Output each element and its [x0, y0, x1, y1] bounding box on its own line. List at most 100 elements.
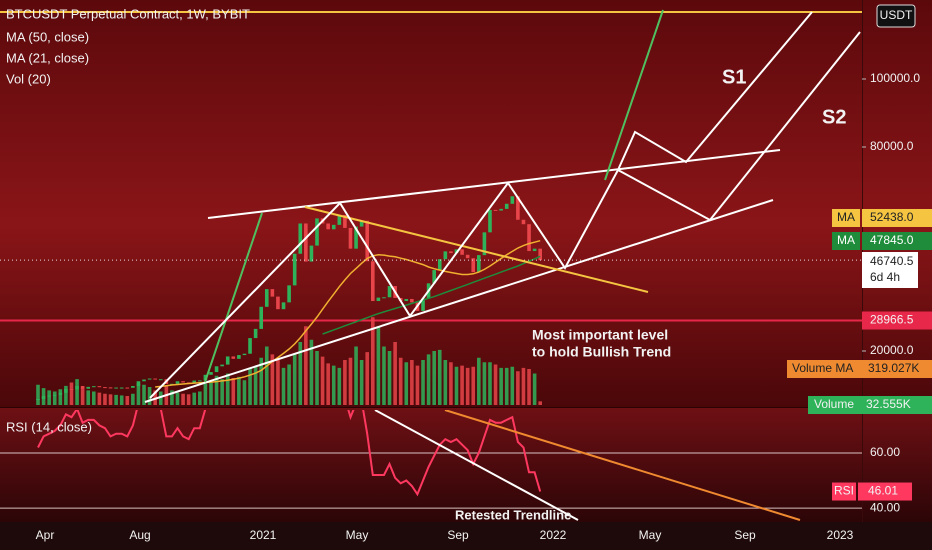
volume-bar — [532, 373, 537, 405]
countdown: 6d 4h — [870, 270, 900, 284]
candle — [248, 338, 252, 354]
candle — [465, 254, 470, 259]
indicator-label: MA (50, close) — [6, 29, 89, 44]
volume-bar — [125, 396, 130, 405]
candle — [493, 209, 498, 211]
candle — [231, 356, 236, 359]
candle — [97, 386, 102, 388]
candle — [209, 372, 213, 375]
candle — [488, 209, 492, 233]
volume-bar — [326, 363, 330, 405]
key-level-tag — [862, 311, 932, 330]
candle — [337, 215, 342, 225]
time-label: May — [346, 528, 369, 542]
volume-bar — [477, 357, 481, 405]
volume-bar — [131, 393, 135, 405]
volume-bar — [64, 385, 68, 405]
volume-bar — [320, 356, 325, 405]
volume-bar — [97, 392, 102, 405]
candle — [482, 232, 487, 256]
candle — [516, 196, 520, 220]
annotation: Retested Trendline — [455, 507, 571, 522]
candle — [225, 356, 230, 365]
volume-bar — [488, 362, 492, 405]
candle — [264, 289, 269, 307]
volume-bar — [304, 326, 308, 405]
volume-bar — [387, 351, 392, 405]
volume-bar — [471, 366, 476, 405]
volume-bar — [376, 326, 381, 405]
drawings — [0, 9, 862, 403]
volume-bar — [231, 378, 236, 405]
candle — [203, 374, 208, 381]
candle — [437, 259, 442, 271]
volume-bar — [521, 367, 526, 405]
volume-bar — [198, 391, 202, 405]
rsi-pane — [0, 408, 932, 522]
volume-ma-tag — [787, 360, 932, 378]
candle — [103, 387, 107, 389]
ma-value: 52438.0 — [870, 210, 914, 224]
volume-bar — [421, 360, 425, 405]
y-tick-label: 100000.0 — [870, 71, 920, 85]
candle — [175, 381, 180, 384]
volume-bar — [538, 401, 542, 405]
candle — [410, 298, 414, 303]
candle — [510, 196, 515, 204]
candle — [499, 208, 503, 211]
volume-bar — [449, 362, 453, 405]
candle — [36, 399, 40, 401]
rsi-tick-label: 40.00 — [870, 500, 900, 514]
volume-bar — [225, 373, 230, 405]
volume-bar — [443, 360, 448, 405]
volume-bar — [192, 392, 197, 405]
candle — [86, 386, 91, 389]
volume-bar — [175, 392, 180, 405]
ma-value: 47845.0 — [870, 233, 914, 247]
candle — [521, 219, 526, 225]
volume-bar — [499, 367, 503, 405]
candle — [365, 220, 370, 262]
data-layer — [0, 78, 866, 509]
volume-bar — [454, 366, 459, 405]
candle — [443, 251, 448, 260]
candle — [52, 394, 57, 396]
candle — [276, 296, 280, 310]
s2-path — [617, 31, 861, 222]
volume-bar — [404, 362, 409, 405]
candle — [304, 223, 308, 262]
volume-ma-name: Volume MA — [792, 361, 853, 375]
candle — [449, 251, 453, 254]
volume-bar — [186, 394, 191, 405]
rsi-clip — [37, 410, 542, 497]
annotation: Most important level — [532, 327, 668, 343]
volume-bar — [220, 379, 224, 405]
candle — [404, 298, 409, 302]
candle — [281, 302, 286, 310]
candle — [181, 381, 185, 383]
rsi-name-tag — [832, 482, 856, 501]
candle — [387, 286, 392, 298]
rsi-line — [37, 410, 542, 497]
candle — [382, 297, 386, 299]
candle — [131, 386, 135, 388]
volume-bar — [264, 346, 269, 405]
price-pane — [0, 0, 932, 407]
indicator-label: MA (21, close) — [6, 50, 89, 65]
volume-bar — [527, 369, 531, 405]
volume-bar — [343, 360, 347, 405]
candle — [309, 245, 314, 262]
volume-bar — [359, 360, 364, 405]
candle — [58, 392, 63, 395]
candle — [142, 379, 146, 382]
volume-bar — [80, 388, 85, 405]
volume-bar — [114, 394, 118, 405]
volume-bar — [504, 367, 509, 405]
y-tick-label: 80000.0 — [870, 139, 914, 153]
volume-bar — [482, 362, 487, 405]
rsi-trendline — [374, 410, 579, 521]
candle — [69, 389, 74, 391]
volume-tag — [808, 396, 932, 414]
candle — [119, 387, 124, 389]
candle — [253, 328, 258, 339]
